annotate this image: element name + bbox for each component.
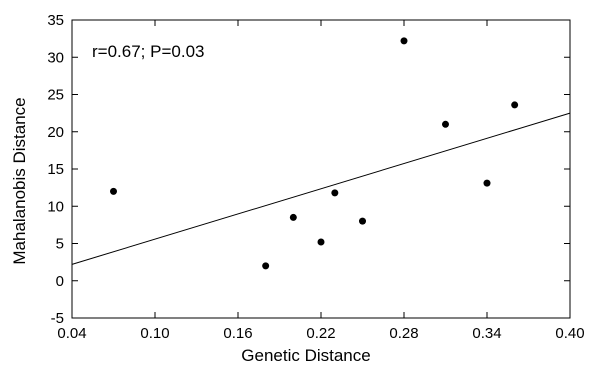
y-tick-label: 25 (47, 87, 64, 104)
y-tick-label: -5 (51, 310, 64, 327)
data-point (262, 262, 270, 270)
x-tick-label: 0.16 (223, 325, 252, 342)
regression-line-layer (71, 112, 571, 265)
data-point (110, 187, 117, 195)
data-point (331, 189, 339, 197)
x-tick-label: 0.10 (140, 325, 169, 342)
data-points (110, 37, 519, 270)
data-point (317, 238, 325, 246)
x-tick-label: 0.28 (389, 325, 418, 342)
x-tick-label: 0.34 (472, 325, 501, 342)
data-point (289, 213, 297, 221)
data-point (511, 101, 519, 109)
x-axis-title: Genetic Distance (241, 346, 370, 365)
regression-line (71, 112, 571, 265)
correlation-annotation: r=0.67; P=0.03 (92, 42, 204, 61)
data-point (442, 120, 449, 128)
x-tick-label: 0.40 (555, 325, 584, 342)
data-point (483, 179, 491, 187)
axes: 0.04 0.10 0.16 0.22 0.28 0.34 0.40 -5 0 5 10 15 20 25… (47, 12, 584, 342)
y-tick-label: 30 (47, 49, 64, 66)
y-tick-label: 5 (56, 236, 64, 253)
data-point (400, 37, 408, 45)
y-tick-label: 20 (47, 124, 64, 141)
data-point (359, 217, 366, 225)
plot-frame (71, 19, 571, 319)
y-tick-label: 10 (47, 198, 64, 215)
y-tick-label: 15 (47, 161, 64, 178)
y-axis-title: Mahalanobis Distance (10, 97, 29, 264)
y-tick-label: 35 (47, 12, 64, 29)
y-tick-label: 0 (56, 273, 64, 290)
x-tick-label: 0.04 (57, 325, 86, 342)
x-tick-label: 0.22 (306, 325, 335, 342)
